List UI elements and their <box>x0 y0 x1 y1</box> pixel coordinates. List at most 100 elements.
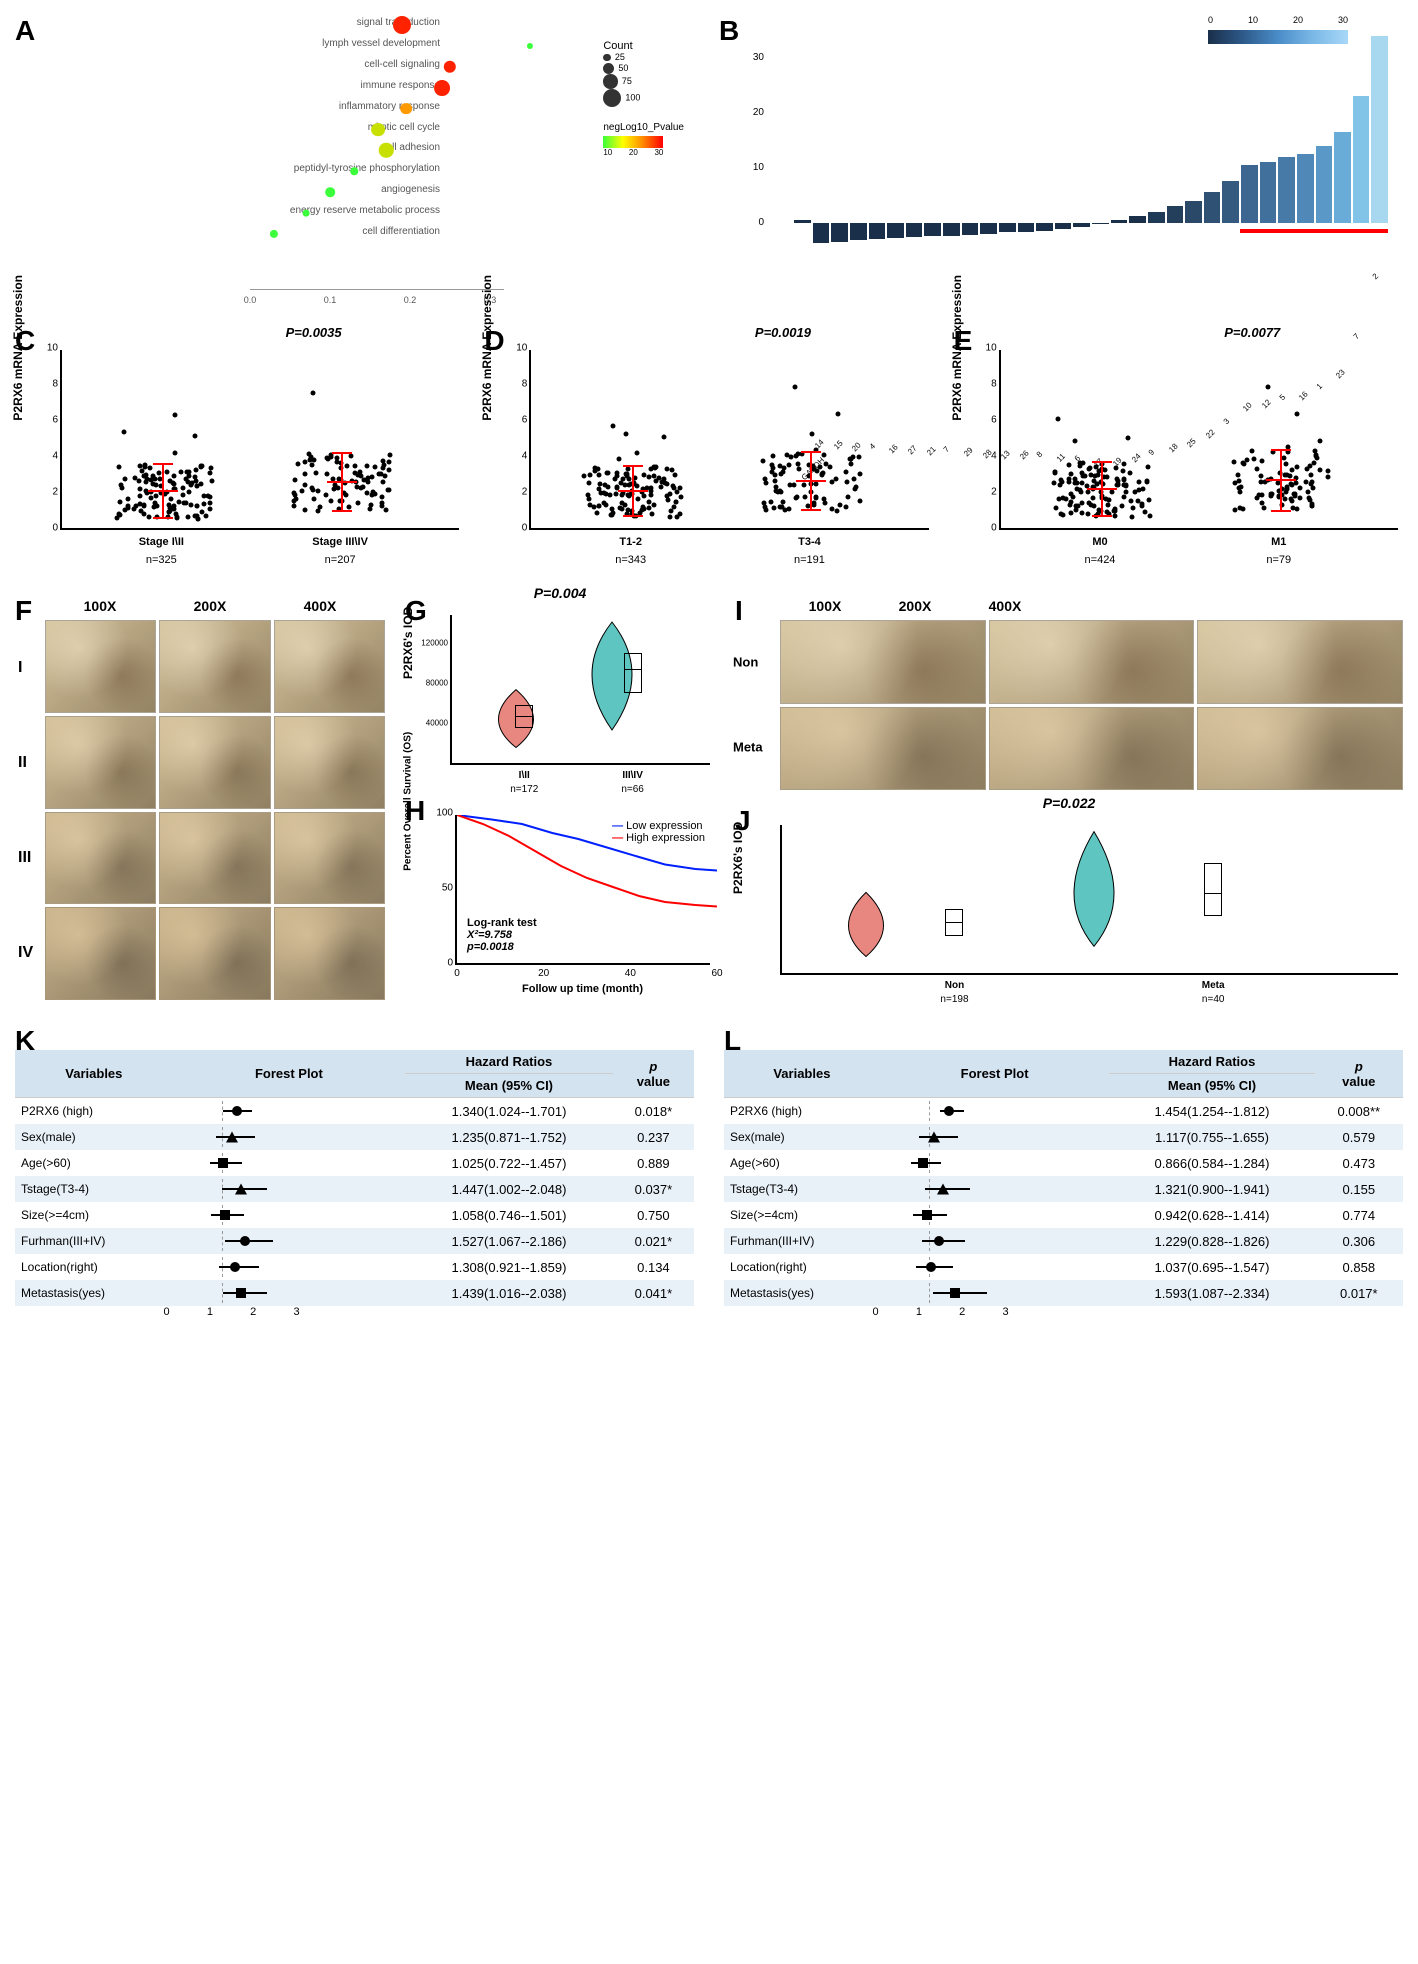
forest-row: Furhman(III+IV) 1.229(0.828--1.826) 0.30… <box>724 1228 1403 1254</box>
img-col-label: 200X <box>194 598 227 614</box>
histology-image <box>780 620 986 704</box>
forest-plot-cell <box>179 1231 309 1251</box>
violin-xlabel: I\II <box>519 770 530 781</box>
violin-ylabel: P2RX6's IOD <box>731 822 745 894</box>
forest-row: P2RX6 (high) 1.454(1.254--1.812) 0.008** <box>724 1098 1403 1125</box>
strip-plot: 0246810 Stage I\IIn=325 Stage III\IVn=20… <box>60 350 459 530</box>
forest-hr: 1.454(1.254--1.812) <box>1109 1098 1314 1125</box>
bar-b-item: 16 <box>887 223 904 238</box>
gh-stack: G P2RX6's IOD P=0.004 I\II n=172 III\IV … <box>400 590 720 1010</box>
forest-plot-cell <box>179 1179 309 1199</box>
legend-count: Count 255075100 <box>603 40 684 107</box>
strip-ylabel: P2RX6 mRNA Expression <box>480 275 494 421</box>
forest-var: Furhman(III+IV) <box>15 1228 173 1254</box>
forest-hr: 1.527(1.067--2.186) <box>405 1228 613 1254</box>
histology-image <box>1197 620 1403 704</box>
forest-plot-cell <box>886 1179 1016 1199</box>
bar-b-item: 5 <box>1278 157 1295 223</box>
forest-plot-cell <box>179 1153 309 1173</box>
bar-b-item: 18 <box>1167 206 1184 223</box>
panel-a-legend: Count 255075100 negLog10_Pvalue 102030 <box>603 40 684 157</box>
forest-row: Age(>60) 1.025(0.722--1.457) 0.889 <box>15 1150 694 1176</box>
forest-var: Size(>=4cm) <box>724 1202 880 1228</box>
strip-pvalue: P=0.0077 <box>1224 325 1280 340</box>
forest-hr: 1.308(0.921--1.859) <box>405 1254 613 1280</box>
img-row-label: Meta <box>733 740 763 755</box>
dotplot-dot <box>350 168 358 176</box>
forest-var: Metastasis(yes) <box>724 1280 880 1306</box>
forest-hr: 1.058(0.746--1.501) <box>405 1202 613 1228</box>
dotplot-dot <box>303 210 310 217</box>
panel-j: J P2RX6's IOD P=0.022 Non n=198 Meta n=4… <box>730 800 1408 1010</box>
dotplot-term-label: cell differentiation <box>250 226 445 237</box>
forest-var: Age(>60) <box>15 1150 173 1176</box>
forest-p: 0.017* <box>1315 1280 1403 1306</box>
legend-count-item: 100 <box>603 89 684 107</box>
bar-b-ytick: 10 <box>753 162 764 173</box>
forest-row-kl: K Variables Forest Plot Hazard Ratios pv… <box>10 1020 1408 1351</box>
colorbar-a <box>603 136 663 148</box>
forest-hr: 0.942(0.628--1.414) <box>1109 1202 1314 1228</box>
violin-ytick: 40000 <box>426 719 452 728</box>
panel-b: B 0102030 GAPDH1415204162721729281326811… <box>714 10 1408 310</box>
barchart-b: GAPDH14152041627217292813268116171924918… <box>764 30 1388 250</box>
histology-image <box>45 716 156 809</box>
forest-p: 0.858 <box>1315 1254 1403 1280</box>
histology-image <box>989 707 1195 791</box>
forest-th-p: pvalue <box>1315 1050 1403 1098</box>
bar-b-item: 4 <box>869 223 886 240</box>
forest-th-hr: Hazard Ratios <box>1109 1050 1314 1074</box>
bar-b-item: 7 <box>943 223 960 236</box>
forest-p: 0.306 <box>1315 1228 1403 1254</box>
forest-var: P2RX6 (high) <box>15 1098 173 1125</box>
ij-stack: I100X200X400XNonMeta J P2RX6's IOD P=0.0… <box>730 590 1408 1010</box>
bar-b-item: 28 <box>980 223 997 234</box>
forest-hr: 1.229(0.828--1.826) <box>1109 1228 1314 1254</box>
img-col-label: 100X <box>809 598 842 614</box>
img-row-label: III <box>18 849 31 867</box>
histology-image <box>159 620 270 713</box>
img-col-label: 100X <box>84 598 117 614</box>
bar-b-item: 3 <box>1222 181 1239 222</box>
forest-row: Tstage(T3-4) 1.447(1.002--2.048) 0.037* <box>15 1176 694 1202</box>
forest-plot-cell <box>886 1127 1016 1147</box>
img-row-label: I <box>18 659 22 677</box>
img-col-label: 200X <box>899 598 932 614</box>
panel-l: L Variables Forest Plot Hazard Ratios pv… <box>719 1020 1408 1351</box>
panel-f: F100X200X400XIIIIIIIV <box>10 590 390 1010</box>
bar-b-item: 1 <box>1316 146 1333 223</box>
bar-b-item: 23 <box>1334 132 1351 223</box>
histology-image <box>780 707 986 791</box>
forest-hr: 1.235(0.871--1.752) <box>405 1124 613 1150</box>
forest-hr: 1.117(0.755--1.655) <box>1109 1124 1314 1150</box>
km-xlabel: Follow up time (month) <box>455 983 710 995</box>
forest-th-ci: Mean (95% CI) <box>1109 1074 1314 1098</box>
violin-n: n=40 <box>1202 994 1225 1005</box>
img-row-label: II <box>18 754 27 772</box>
forest-plot-cell <box>886 1205 1016 1225</box>
forest-row: Location(right) 1.037(0.695--1.547) 0.85… <box>724 1254 1403 1280</box>
strip-plot: 0246810 M0n=424 M1n=79 <box>999 350 1398 530</box>
strip-row-cde: C P2RX6 mRNA Expression P=0.0035 0246810… <box>10 320 1408 580</box>
km-stats: Log-rank test X²=9.758 p=0.0018 <box>467 917 537 953</box>
forest-th-hr: Hazard Ratios <box>405 1050 613 1074</box>
dotplot-term-label: cell-cell signaling <box>250 59 445 70</box>
bar-b-item: 9 <box>1148 212 1165 223</box>
km-legend: — Low expression — High expression <box>612 820 705 844</box>
histology-image <box>45 907 156 1000</box>
forest-p: 0.018* <box>613 1098 694 1125</box>
forest-th-ci: Mean (95% CI) <box>405 1074 613 1098</box>
panel-k: K Variables Forest Plot Hazard Ratios pv… <box>10 1020 699 1351</box>
panel-label: L <box>724 1025 741 1057</box>
bar-b-item: 13 <box>999 223 1016 233</box>
forest-p: 0.037* <box>613 1176 694 1202</box>
panel-e: E P2RX6 mRNA Expression P=0.0077 0246810… <box>949 320 1408 580</box>
bar-b-item: GAPDH <box>794 220 811 223</box>
forest-plot-cell <box>179 1283 309 1303</box>
forest-var: Metastasis(yes) <box>15 1280 173 1306</box>
violin-n: n=198 <box>940 994 968 1005</box>
violin-box <box>945 909 963 935</box>
km-ylabel: Percent Overall Survival (OS) <box>403 732 414 871</box>
forest-p: 0.473 <box>1315 1150 1403 1176</box>
bar-b-item: 8 <box>1036 223 1053 231</box>
